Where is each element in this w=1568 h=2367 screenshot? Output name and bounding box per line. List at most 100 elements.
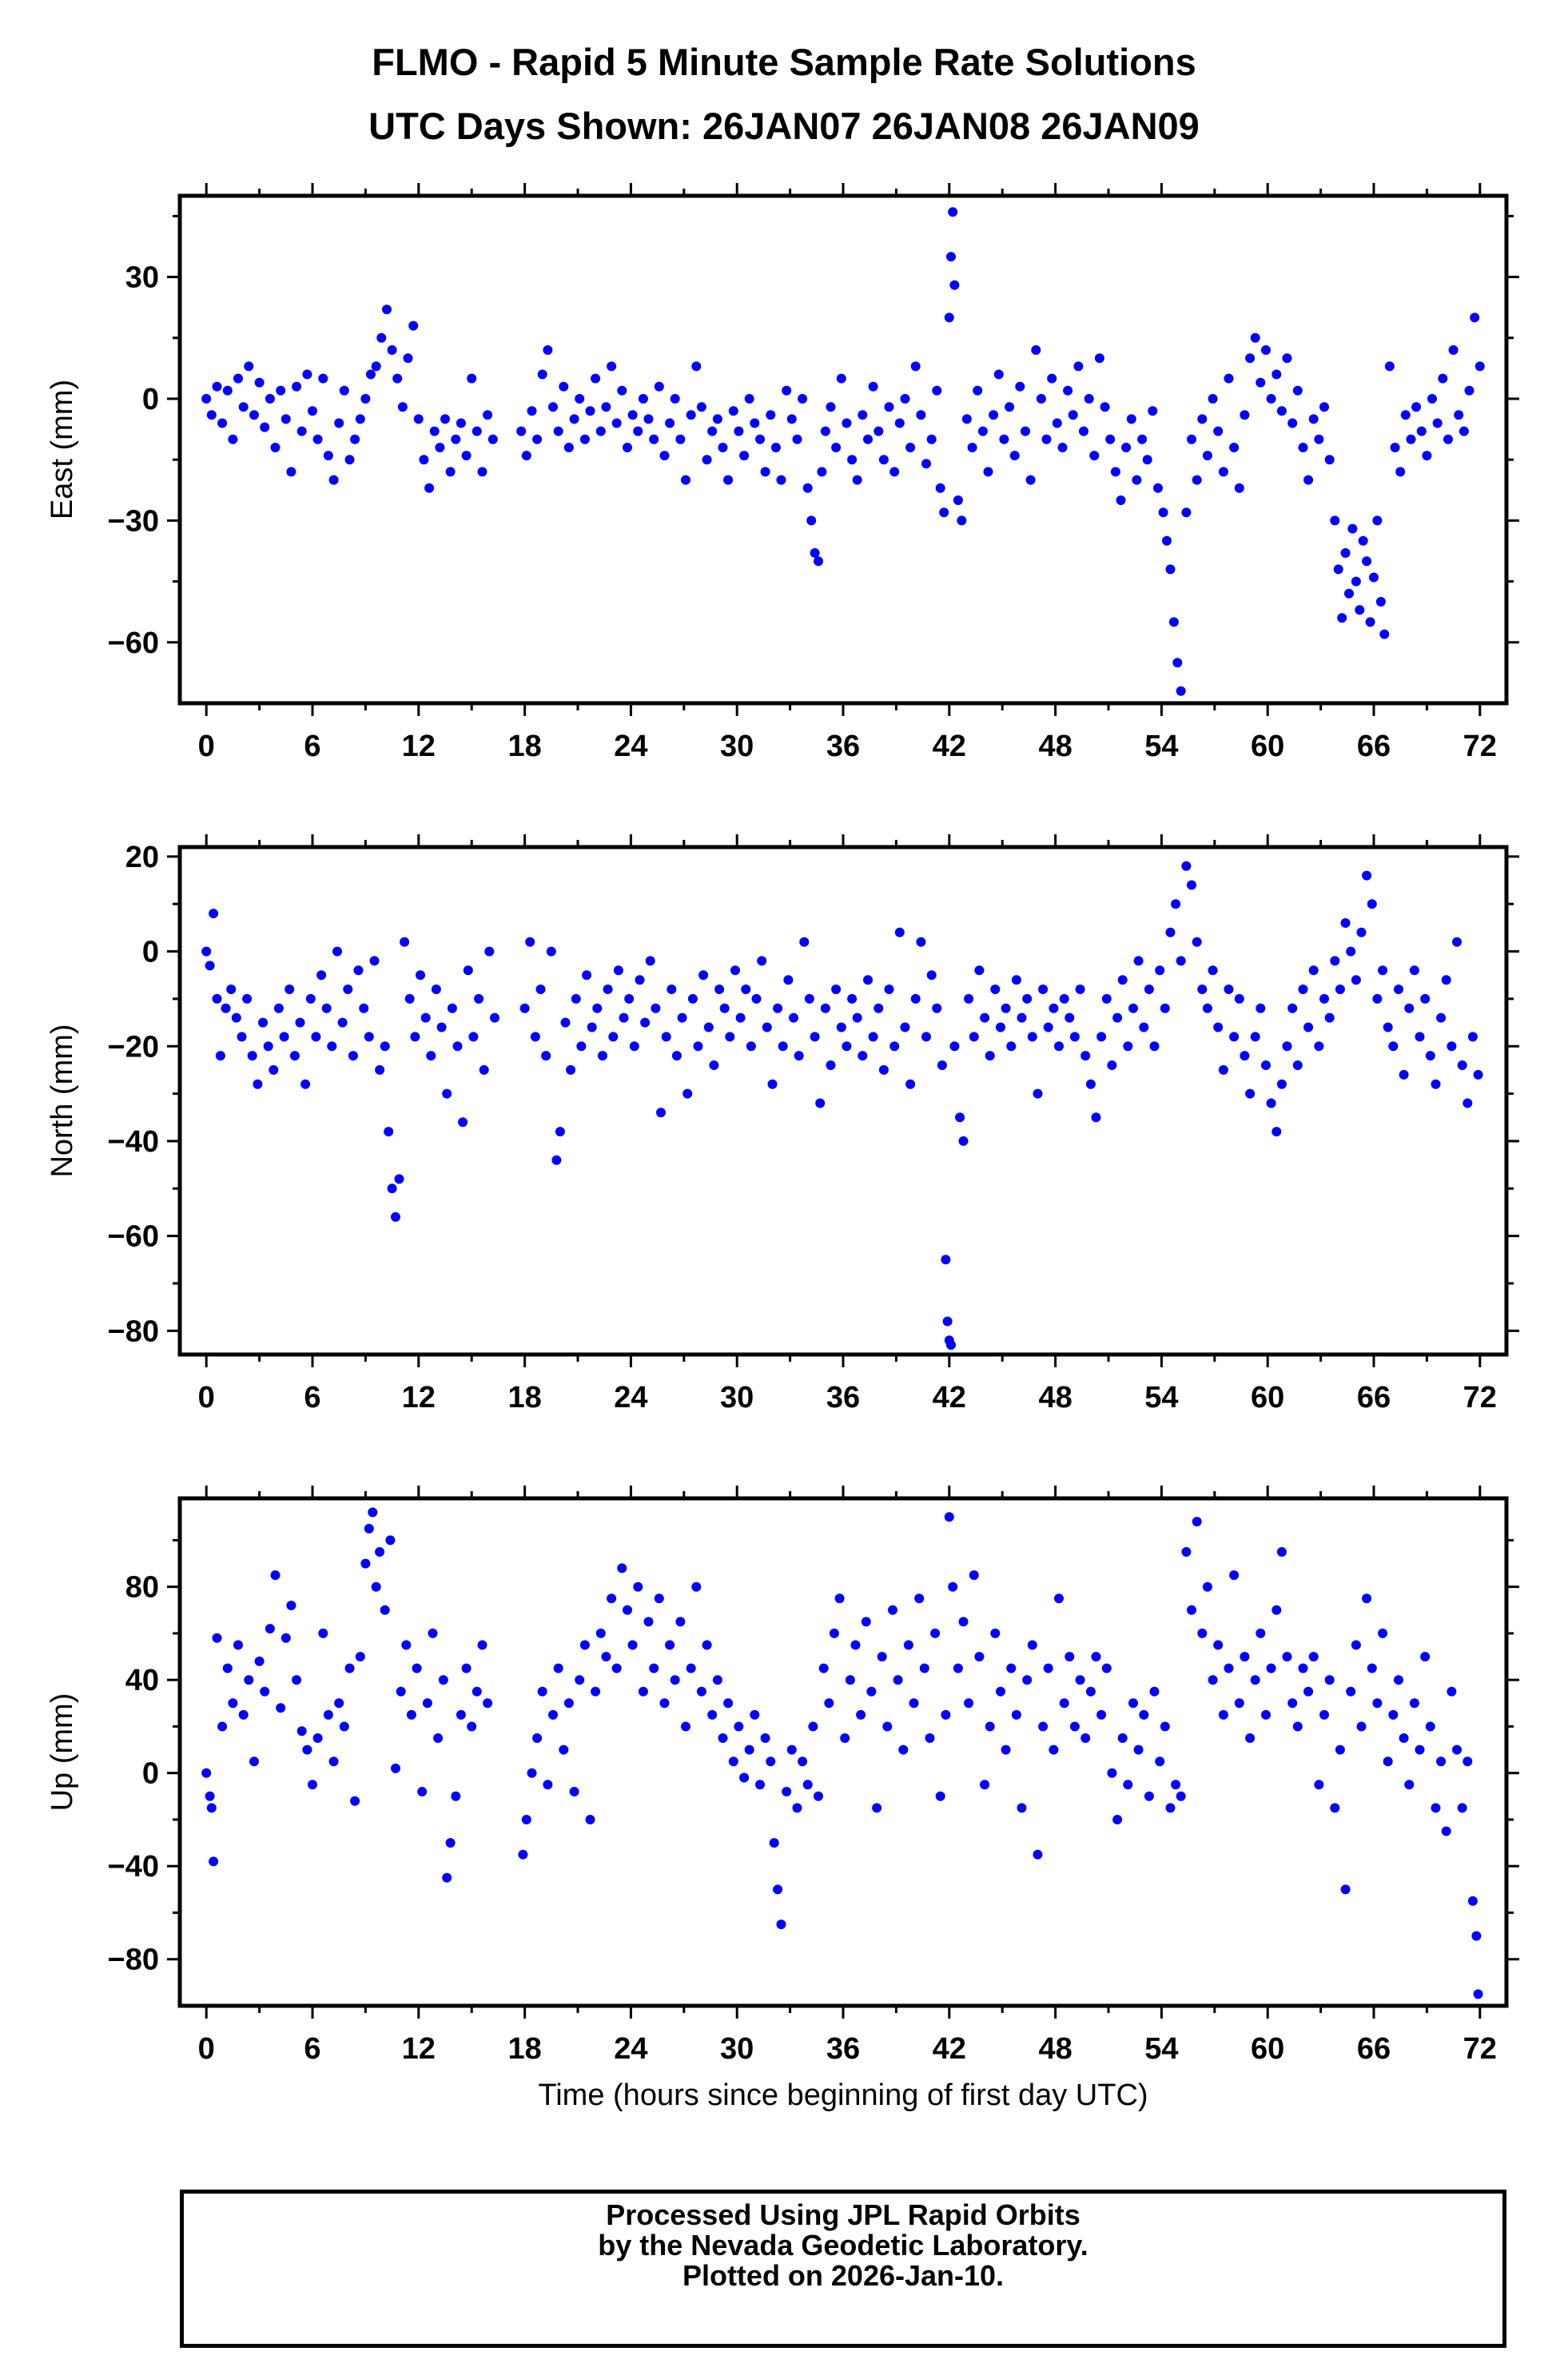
data-point	[1394, 1675, 1403, 1685]
data-point	[1036, 394, 1046, 404]
data-point	[541, 1051, 551, 1061]
data-point	[289, 1051, 300, 1061]
x-tick-label: 48	[1038, 2032, 1072, 2066]
x-tick-label: 6	[304, 1381, 320, 1414]
data-point	[585, 406, 595, 416]
data-point	[820, 426, 830, 436]
data-point	[836, 373, 846, 384]
data-point	[877, 1652, 887, 1662]
data-point	[698, 970, 709, 981]
x-tick-label: 36	[826, 730, 860, 763]
data-point	[926, 434, 937, 444]
data-point	[1091, 1112, 1101, 1123]
data-point	[1441, 975, 1451, 985]
data-point	[603, 985, 613, 994]
data-point	[776, 475, 786, 485]
data-point	[1256, 1003, 1266, 1013]
data-point	[659, 1698, 670, 1709]
data-point	[755, 434, 765, 444]
data-point	[840, 1733, 850, 1743]
data-point	[798, 394, 808, 404]
data-point	[1089, 451, 1100, 461]
data-point	[707, 426, 718, 436]
processing-note-line-1: Processed Using JPL Rapid Orbits	[606, 2198, 1080, 2231]
data-point	[348, 1051, 358, 1061]
data-point	[814, 556, 823, 567]
data-point	[893, 1675, 903, 1685]
x-tick-label: 42	[933, 2032, 966, 2066]
data-point	[767, 1079, 778, 1089]
data-point	[1324, 1675, 1335, 1685]
data-point	[527, 1768, 537, 1778]
data-point	[311, 1032, 321, 1042]
data-point	[461, 451, 472, 461]
data-point	[1314, 434, 1324, 444]
data-point	[445, 467, 456, 477]
data-point	[376, 332, 387, 343]
data-point	[585, 1815, 595, 1824]
data-point	[681, 475, 690, 485]
data-point	[312, 1733, 323, 1743]
data-point	[1420, 1652, 1431, 1662]
data-point	[686, 1663, 696, 1673]
data-point	[1208, 1675, 1218, 1685]
y-tick-label: −60	[108, 627, 159, 660]
data-point	[969, 1032, 979, 1042]
data-point	[728, 406, 738, 416]
data-point	[281, 1633, 291, 1643]
data-point	[1335, 985, 1345, 994]
data-point	[905, 1079, 916, 1089]
data-point	[611, 1663, 622, 1673]
data-point	[238, 402, 249, 412]
data-point	[1126, 414, 1136, 424]
data-point	[384, 1127, 394, 1137]
data-point	[1344, 588, 1354, 599]
data-point	[999, 434, 1009, 444]
data-point	[582, 970, 592, 981]
data-point	[431, 985, 441, 994]
data-point	[1001, 1003, 1011, 1013]
data-point	[1123, 1041, 1133, 1052]
data-point	[350, 1796, 360, 1806]
data-point	[1425, 1721, 1435, 1732]
data-point	[1431, 1079, 1441, 1089]
data-point	[638, 394, 648, 404]
data-point	[364, 1032, 374, 1042]
data-point	[750, 1709, 760, 1720]
data-point	[1420, 993, 1431, 1004]
data-point	[1155, 1756, 1165, 1767]
data-point	[339, 1721, 349, 1732]
data-point	[1355, 605, 1365, 615]
data-point	[521, 1815, 531, 1824]
data-point	[1240, 1051, 1250, 1061]
data-point	[553, 1663, 563, 1673]
data-point	[575, 394, 585, 404]
data-point	[1149, 1041, 1160, 1052]
x-tick-label: 54	[1144, 1381, 1178, 1414]
x-tick-label: 60	[1251, 1381, 1284, 1414]
data-point	[1346, 946, 1356, 957]
data-point	[1096, 1032, 1107, 1042]
data-point	[576, 1041, 587, 1052]
data-point	[1165, 564, 1176, 575]
data-point	[422, 1698, 432, 1709]
data-point	[344, 1663, 355, 1673]
data-point	[964, 1698, 974, 1709]
data-point	[1181, 861, 1192, 871]
data-point	[617, 1563, 627, 1573]
data-point	[1132, 475, 1142, 485]
data-point	[569, 414, 579, 424]
data-point	[1346, 1686, 1356, 1697]
data-point	[1404, 1780, 1415, 1790]
data-point	[468, 1032, 479, 1042]
data-point	[858, 410, 868, 420]
data-point	[360, 394, 371, 404]
data-point	[281, 414, 291, 424]
data-point	[1470, 312, 1480, 323]
x-tick-label: 0	[198, 2032, 215, 2066]
data-point	[1168, 617, 1179, 627]
data-point	[1454, 410, 1464, 420]
data-point	[643, 414, 654, 424]
data-point	[1330, 956, 1340, 966]
x-tick-label: 12	[402, 730, 436, 763]
